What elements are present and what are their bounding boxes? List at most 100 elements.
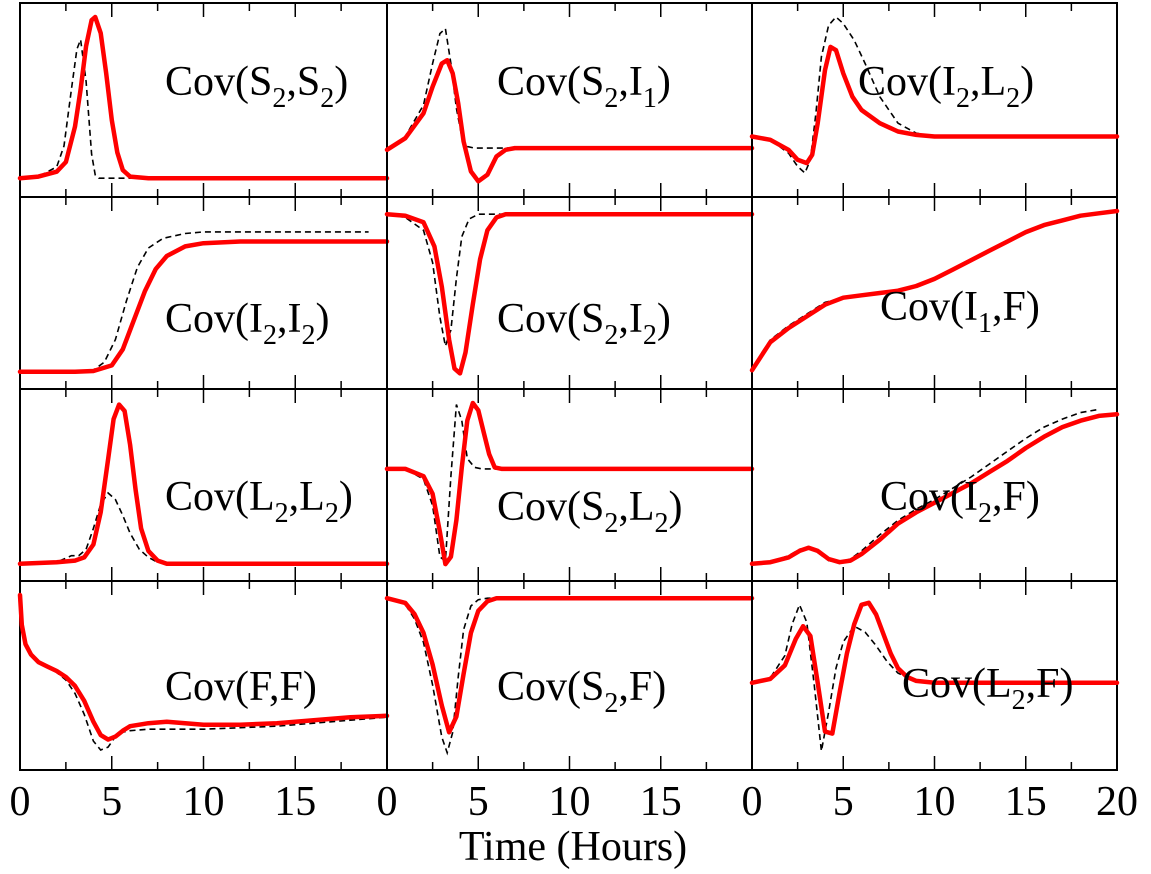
title-subscript: 2 [956,83,970,114]
title-text: ,S [286,59,320,105]
title-text: ) [334,59,348,105]
panel-11: Cov(S2,F) [384,580,755,771]
panel-title: Cov(I1,F) [880,284,1040,339]
title-subscript: 2 [604,508,618,539]
title-text: ) [316,296,330,342]
x-tick-label: 15 [640,779,682,825]
dashed-curve [19,39,387,179]
title-text: Cov(I [880,284,978,330]
red-curve [17,239,390,375]
dashed-curve [387,404,752,563]
title-text: ) [657,296,671,342]
title-text: Cov(I [858,59,956,105]
panel-7: Cov(L2,L2) [17,388,390,582]
title-text: ,L [970,59,1006,105]
panel-12: Cov(L2,F) [749,580,1120,771]
panel-1: Cov(S2,S2) [17,2,390,198]
panel-title: Cov(F,F) [165,664,317,710]
red-curve [384,400,755,567]
red-curve [384,595,755,735]
title-subscript: 2 [1006,83,1020,114]
title-subscript: 1 [978,308,992,339]
panel-title: Cov(S2,S2) [165,59,348,114]
title-subscript: 2 [604,320,618,351]
panel-title: Cov(L2,L2) [165,474,353,529]
x-tick-label: 10 [183,779,225,825]
x-tick-label: 5 [468,779,489,825]
title-text: ,F) [1026,661,1074,707]
title-subscript: 2 [643,320,657,351]
panel-5: Cov(S2,I2) [384,196,755,390]
dashed-curve [751,15,1117,175]
panel-title: Cov(S2,L2) [497,484,683,539]
panel-3: Cov(I2,L2) [749,2,1120,198]
x-tick-label: 5 [833,779,854,825]
title-text: ,I [618,296,643,342]
panel-9: Cov(I2,F) [749,388,1120,582]
title-subscript: 2 [655,508,669,539]
title-text: Cov(S [497,484,604,530]
panel-title: Cov(I2,I2) [165,296,330,351]
title-subscript: 2 [263,320,277,351]
title-text: Cov(S [497,59,604,105]
panel-title: Cov(L2,F) [902,661,1074,716]
title-text: Cov(F,F) [165,664,317,710]
dashed-curve [751,602,1117,752]
panel-title: Cov(I2,F) [880,474,1040,529]
title-text: ,L [618,484,654,530]
title-text: Cov(L [902,661,1012,707]
title-subscript: 2 [320,83,334,114]
red-curve [749,44,1120,166]
x-tick-label: 20 [1096,779,1138,825]
x-tick-label: 0 [742,779,763,825]
dashed-curve [386,597,752,756]
x-tick-label: 15 [274,779,316,825]
title-text: ,L [289,474,325,520]
panel-8: Cov(S2,L2) [384,388,755,582]
red-curve [17,402,390,567]
title-text: Cov(S [497,296,604,342]
title-subscript: 2 [272,83,286,114]
title-subscript: 2 [275,498,289,529]
panel-4: Cov(I2,I2) [17,196,390,390]
x-tick-labels: 0 5 10 15 0 5 10 15 0 5 10 15 20 [10,779,1139,825]
title-subscript: 2 [302,320,316,351]
x-axis-title: Time (Hours) [459,824,687,870]
title-text: ) [339,474,353,520]
red-curve [384,211,755,376]
panel-title: Cov(S2,I2) [497,296,671,351]
red-curve [17,14,390,181]
title-text: ,I [277,296,302,342]
x-tick-label: 5 [101,779,122,825]
title-text: ,F) [618,664,666,710]
panel-title: Cov(I2,L2) [858,59,1034,114]
title-subscript: 2 [325,498,339,529]
panel-title: Cov(S2,I1) [497,59,671,114]
title-text: Cov(S [165,59,272,105]
red-curve [384,57,755,184]
x-tick-label: 0 [10,779,31,825]
x-tick-label: 10 [549,779,591,825]
title-subscript: 2 [604,83,618,114]
dashed-curve [386,213,752,350]
dashed-curve [386,27,752,151]
dashed-curve [20,231,369,373]
title-text: ) [657,59,671,105]
title-text: Cov(L [165,474,275,520]
title-subscript: 2 [604,688,618,719]
title-text: ,F) [992,474,1040,520]
title-text: Cov(S [497,664,604,710]
title-text: Cov(I [165,296,263,342]
title-text: Cov(I [880,474,978,520]
panel-title: Cov(S2,F) [497,664,666,719]
red-curve [17,592,390,742]
title-text: ,F) [992,284,1040,330]
title-subscript: 2 [1012,685,1026,716]
title-text: ) [1020,59,1034,105]
panel-frame [19,196,388,390]
panel-10: Cov(F,F) [17,580,390,771]
title-subscript: 2 [978,498,992,529]
red-curve [749,600,1120,736]
x-tick-label: 0 [377,779,398,825]
